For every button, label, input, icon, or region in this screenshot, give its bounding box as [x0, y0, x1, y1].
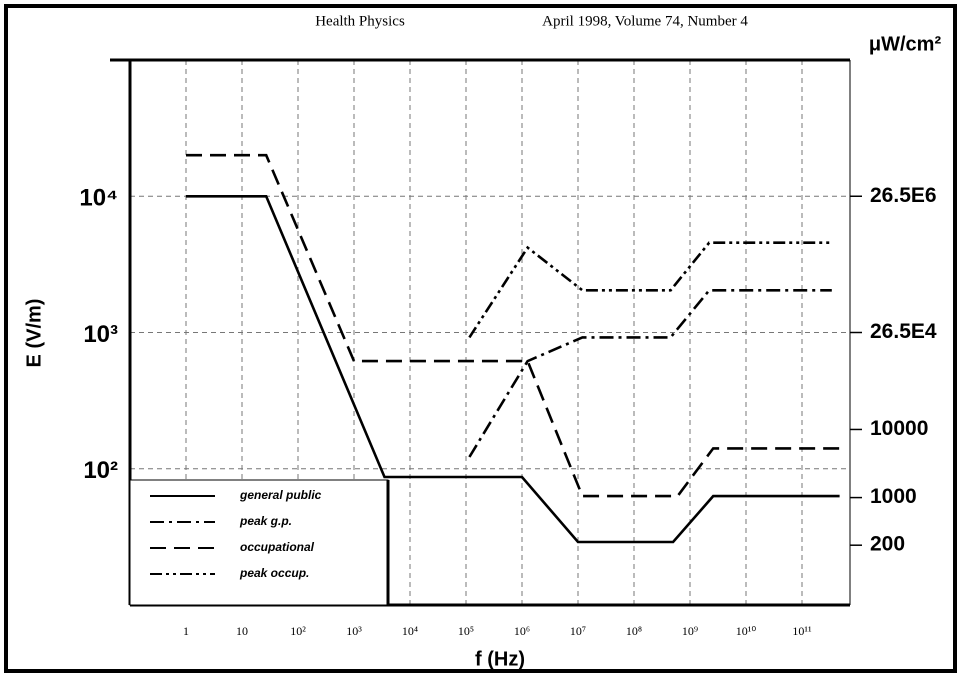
header-left: Health Physics — [315, 13, 405, 29]
y2-tick-label: 1000 — [870, 485, 917, 508]
x-tick-label: 10⁸ — [626, 624, 642, 638]
y2-tick-label: 26.5E6 — [870, 184, 937, 207]
y-tick-label: 10⁴ — [79, 185, 118, 212]
y2-tick-label: 200 — [870, 533, 905, 556]
series-line — [186, 195, 840, 544]
x-tick-label: 10² — [290, 624, 306, 638]
x-tick-label: 10 — [236, 624, 248, 638]
x-tick-label: 10⁷ — [570, 624, 586, 638]
y-tick-label: 10³ — [83, 321, 118, 348]
x-tick-label: 10¹¹ — [792, 624, 812, 638]
series-line — [468, 241, 832, 339]
y-tick-label: 10² — [83, 457, 118, 484]
x-tick-label: 10⁵ — [458, 624, 474, 638]
x-tick-label: 10³ — [346, 624, 362, 638]
legend-label: occupational — [240, 540, 315, 554]
x-tick-label: 1 — [183, 624, 189, 638]
legend-label: peak g.p. — [239, 514, 292, 528]
y-axis-label: E (V/m) — [23, 299, 45, 368]
legend-box — [129, 479, 389, 606]
x-tick-label: 10⁹ — [682, 624, 698, 638]
frame — [4, 4, 957, 673]
y2-axis-label: μW/cm² — [869, 33, 942, 55]
x-axis-label: f (Hz) — [475, 648, 525, 670]
legend-label: general public — [239, 488, 322, 502]
x-tick-label: 10⁶ — [514, 624, 530, 638]
y2-tick-label: 26.5E4 — [870, 320, 937, 343]
x-tick-label: 10¹⁰ — [736, 624, 757, 638]
series-line — [186, 153, 840, 498]
y2-tick-label: 10000 — [870, 417, 928, 440]
x-tick-label: 10⁴ — [402, 624, 418, 638]
series-line — [468, 289, 832, 458]
header-right: April 1998, Volume 74, Number 4 — [542, 13, 748, 29]
legend-label: peak occup. — [239, 566, 309, 580]
